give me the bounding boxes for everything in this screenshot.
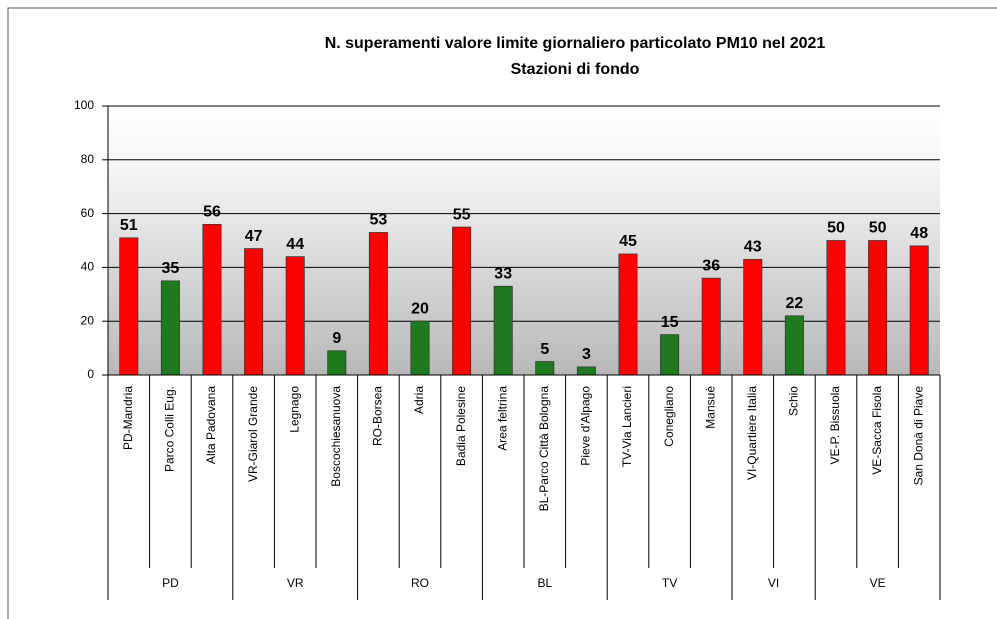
bar [743,258,763,376]
plot-area [108,106,940,375]
value-label: 53 [370,212,388,229]
x-tick-label: VE-P. Bissuola [828,386,842,465]
x-tick-label: VI-Quartiere Italia [745,386,759,480]
x-tick-label: Boscochiesanuova [329,386,343,487]
y-tick-label: 100 [74,98,94,112]
x-tick-label: VE-Sacca Fisola [870,386,884,475]
bar [160,280,180,376]
y-tick-label: 20 [81,313,95,327]
value-label: 5 [540,341,549,358]
value-label: 48 [910,225,928,242]
bar [909,245,929,376]
bar [576,366,596,376]
y-tick-label: 60 [81,206,95,220]
value-label: 47 [245,228,263,245]
value-label: 33 [494,265,512,282]
group-label: VI [768,576,779,590]
bar [701,277,721,376]
x-tick-label: TV-Via Lancieri [620,386,634,467]
x-tick-label: Legnago [287,386,301,433]
bar [119,237,139,376]
y-tick-label: 80 [81,152,95,166]
x-tick-label: RO-Borsea [371,386,385,446]
x-tick-label: BL-Parco Città Bologna [537,386,551,512]
bar [202,224,222,376]
group-label: VR [287,576,304,590]
value-label: 51 [120,217,138,234]
bar [493,285,513,376]
value-label: 50 [827,220,845,237]
bar [327,350,347,376]
x-tick-label: Conegliano [662,386,676,447]
group-label: VE [870,576,886,590]
x-tick-label: Schio [787,386,801,416]
bar [368,232,388,376]
x-tick-label: Area feltrina [495,386,509,451]
y-tick-label: 40 [81,260,95,274]
chart-title: N. superamenti valore limite giornaliero… [325,35,826,52]
value-label: 44 [286,236,304,253]
value-label: 3 [582,346,591,363]
x-tick-label: Parco Colli Eug. [163,386,177,472]
group-label: TV [662,576,677,590]
value-label: 20 [411,300,429,317]
x-tick-label: San Donà di Piave [911,386,925,486]
bar [452,226,472,376]
value-label: 56 [203,204,221,221]
bar [244,248,264,376]
bar [285,256,305,376]
x-tick-label: Pieve d'Alpago [579,386,593,466]
bar [784,315,804,376]
value-label: 9 [332,330,341,347]
bar [660,334,680,376]
y-tick-label: 0 [87,367,94,381]
group-label: PD [162,576,179,590]
value-label: 15 [661,314,679,331]
value-label: 55 [453,206,471,223]
bar [535,361,555,376]
bar [410,320,430,376]
x-tick-label: Mansuè [703,386,717,429]
value-label: 35 [162,260,180,277]
value-label: 50 [869,220,887,237]
x-tick-label: Badia Polesine [454,386,468,466]
bar [618,253,638,376]
x-tick-label: PD-Mandria [121,386,135,450]
value-label: 36 [702,257,720,274]
x-tick-label: Alta Padovana [204,386,218,464]
chart-subtitle: Stazioni di fondo [511,61,640,78]
x-tick-label: VR-Giarol Grande [246,386,260,482]
value-label: 22 [786,295,804,312]
frame [7,7,997,619]
value-label: 45 [619,233,637,250]
group-label: BL [537,576,552,590]
value-label: 43 [744,239,762,256]
bar [826,240,846,376]
x-tick-label: Adria [412,386,426,414]
bar [868,240,888,376]
group-label: RO [411,576,429,590]
